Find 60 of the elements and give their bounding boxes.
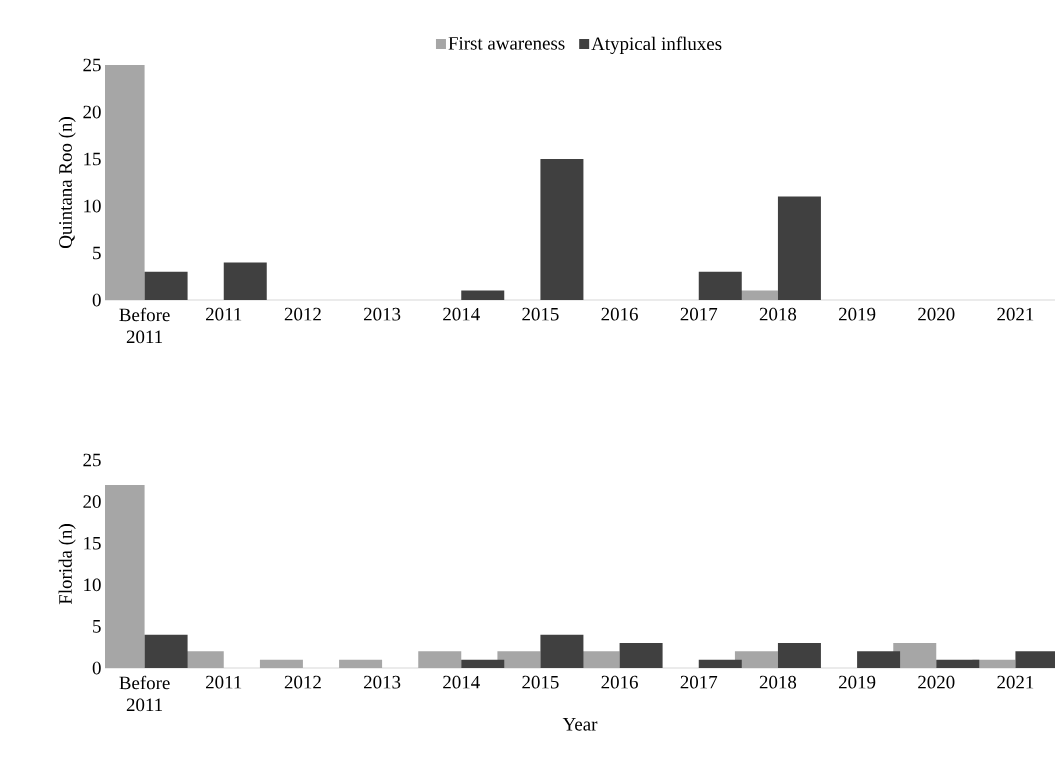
legend-label: Atypical influxes bbox=[591, 36, 722, 55]
x-tick-label: 2013 bbox=[363, 307, 401, 321]
y-tick-label: 5 bbox=[93, 246, 101, 260]
bar bbox=[497, 651, 541, 669]
bar bbox=[936, 659, 980, 669]
legend-label: First awareness bbox=[448, 37, 565, 50]
y-tick-label: 20 bbox=[83, 495, 101, 508]
bar bbox=[461, 290, 505, 300]
y-tick-label: 10 bbox=[84, 578, 101, 592]
x-tick-label: 2011 bbox=[206, 675, 242, 689]
x-tick-label: 2012 bbox=[284, 675, 321, 689]
y-tick-label: 10 bbox=[84, 199, 101, 213]
x-tick-label: 2021 bbox=[997, 675, 1034, 689]
bar bbox=[540, 634, 584, 669]
y-axis-title: Quintana Roo (n) bbox=[58, 117, 76, 248]
x-tick-label: 2014 bbox=[443, 307, 480, 321]
bar bbox=[259, 659, 303, 669]
x-tick-label: 2018 bbox=[759, 675, 797, 689]
bar bbox=[857, 651, 901, 669]
y-tick-label: 25 bbox=[83, 58, 101, 72]
bar bbox=[619, 643, 663, 669]
y-axis-title: Florida (n) bbox=[58, 524, 76, 605]
x-tick-label: 2020 bbox=[918, 307, 955, 321]
x-tick-label: 2016 bbox=[601, 675, 638, 689]
x-tick-label: 2019 bbox=[838, 307, 876, 321]
x-tick-label: 2018 bbox=[759, 307, 797, 321]
x-tick-label: 2017 bbox=[680, 307, 718, 321]
x-axis-title: Year bbox=[562, 718, 598, 731]
x-tick-label: 2014 bbox=[443, 675, 480, 689]
y-tick-label: 0 bbox=[92, 293, 101, 307]
bar bbox=[698, 659, 742, 669]
bar bbox=[144, 634, 188, 669]
x-tick-label: 2016 bbox=[601, 307, 638, 321]
y-tick-label: 15 bbox=[84, 152, 101, 166]
x-tick-label: 2012 bbox=[284, 307, 321, 321]
y-tick-label: 25 bbox=[83, 453, 101, 467]
bar bbox=[734, 651, 778, 669]
x-tick-label: 2019 bbox=[838, 675, 876, 689]
y-tick-label: 20 bbox=[83, 105, 101, 119]
x-tick-label: 2013 bbox=[363, 675, 401, 689]
x-tick-label: 2015 bbox=[522, 307, 559, 321]
x-tick-label: 2021 bbox=[997, 307, 1034, 321]
x-tick-label: 2015 bbox=[522, 675, 559, 689]
bar bbox=[144, 271, 188, 300]
y-tick-label: 5 bbox=[93, 620, 101, 633]
x-tick-label: 2020 bbox=[918, 675, 955, 689]
x-tick-label: Before 2011 bbox=[119, 675, 170, 712]
x-tick-label: 2017 bbox=[680, 675, 718, 689]
x-tick-label: Before 2011 bbox=[119, 307, 170, 344]
y-tick-label: 15 bbox=[84, 536, 101, 550]
bar bbox=[223, 262, 267, 300]
bar bbox=[540, 159, 584, 300]
bar bbox=[777, 643, 821, 669]
bar bbox=[777, 196, 821, 300]
x-tick-label: 2011 bbox=[206, 307, 242, 321]
bar bbox=[339, 659, 383, 669]
bar bbox=[698, 271, 742, 300]
bar bbox=[461, 659, 505, 669]
y-tick-label: 0 bbox=[92, 661, 101, 675]
bar bbox=[418, 651, 462, 669]
